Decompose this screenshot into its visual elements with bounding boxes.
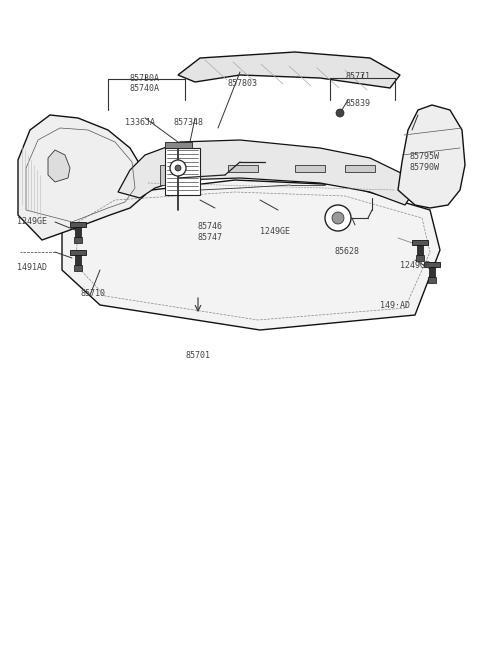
FancyBboxPatch shape (412, 240, 429, 245)
Polygon shape (118, 140, 415, 205)
Text: 857803: 857803 (228, 79, 258, 88)
Polygon shape (62, 180, 440, 330)
Text: 1249GE: 1249GE (260, 227, 290, 237)
FancyBboxPatch shape (416, 255, 424, 261)
Polygon shape (160, 165, 185, 185)
Polygon shape (18, 115, 145, 240)
FancyBboxPatch shape (74, 237, 82, 242)
Text: 85730A
85740A: 85730A 85740A (130, 74, 160, 93)
Polygon shape (398, 105, 465, 208)
Polygon shape (228, 165, 258, 172)
Polygon shape (345, 165, 375, 172)
Text: 857348: 857348 (173, 118, 203, 127)
FancyBboxPatch shape (75, 255, 81, 265)
FancyBboxPatch shape (74, 265, 82, 271)
Polygon shape (165, 142, 192, 148)
Circle shape (170, 160, 186, 176)
FancyBboxPatch shape (424, 261, 441, 267)
Circle shape (332, 212, 344, 224)
Text: 1491AD: 1491AD (17, 263, 47, 271)
Text: 85746
85747: 85746 85747 (197, 222, 223, 242)
Text: 85701: 85701 (185, 350, 211, 359)
Polygon shape (48, 150, 70, 182)
Polygon shape (295, 165, 325, 172)
Circle shape (336, 109, 344, 117)
FancyBboxPatch shape (429, 267, 435, 277)
FancyBboxPatch shape (75, 227, 81, 237)
Text: 149·AD: 149·AD (380, 302, 410, 311)
Circle shape (325, 205, 351, 231)
Text: 85771: 85771 (346, 72, 371, 81)
Text: 85710: 85710 (81, 290, 106, 298)
Text: 1249GE: 1249GE (17, 217, 47, 227)
FancyBboxPatch shape (428, 277, 436, 283)
Text: 1249GE: 1249GE (400, 260, 430, 269)
FancyBboxPatch shape (417, 245, 423, 255)
FancyBboxPatch shape (70, 250, 86, 255)
Text: 85628: 85628 (335, 248, 360, 256)
Polygon shape (165, 148, 200, 195)
Text: 85795W
85790W: 85795W 85790W (410, 152, 440, 171)
Circle shape (175, 165, 181, 171)
FancyBboxPatch shape (70, 221, 86, 227)
Text: 85839: 85839 (346, 99, 371, 108)
Polygon shape (178, 52, 400, 88)
Text: 1336JA: 1336JA (125, 118, 155, 127)
